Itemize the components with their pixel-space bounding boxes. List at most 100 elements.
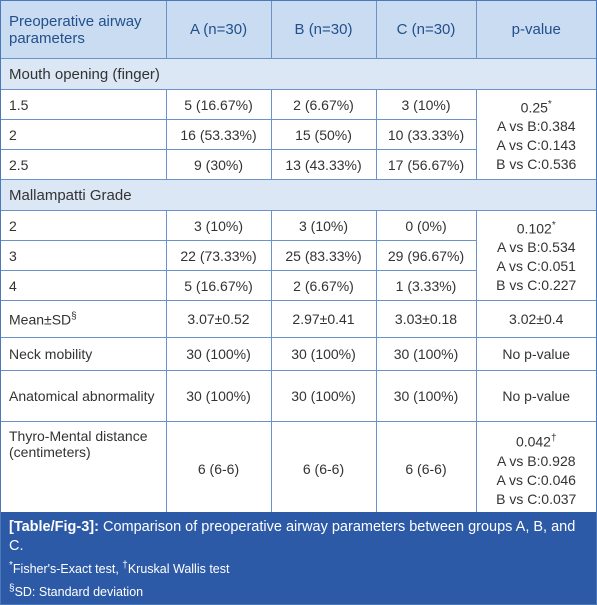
data-cell: 30 (100%) bbox=[270, 370, 377, 422]
p-comparison: B vs C:0.536 bbox=[496, 156, 577, 173]
data-cell: 3 (10%) bbox=[270, 210, 377, 241]
p-value-cell: 0.25* A vs B:0.384 A vs C:0.143 B vs C:0.53… bbox=[475, 89, 596, 180]
p-value-cell: No p-value bbox=[475, 337, 596, 371]
footnote-mark: † bbox=[550, 433, 557, 445]
label-text: Anatomical abnormality bbox=[9, 388, 155, 404]
p-comparison: A vs C:0.143 bbox=[496, 137, 576, 154]
p-comparison: A vs B:0.534 bbox=[496, 239, 576, 256]
data-cell: 10 (33.33%) bbox=[375, 119, 476, 150]
row-label: 2 bbox=[1, 210, 167, 241]
data-cell: 13 (43.33%) bbox=[270, 149, 377, 180]
caption-text: [Table/Fig-3]: Comparison of preoperativ… bbox=[9, 518, 588, 556]
section-row: Mallampatti Grade bbox=[1, 179, 596, 211]
p-comparison: B vs C:0.227 bbox=[496, 277, 577, 294]
data-cell: 9 (30%) bbox=[165, 149, 272, 180]
data-cell: 17 (56.67%) bbox=[375, 149, 476, 180]
p-comparison: A vs C:0.046 bbox=[496, 471, 576, 488]
row-label: 4 bbox=[1, 270, 167, 301]
row-label: 1.5 bbox=[1, 89, 167, 120]
p-value: 0.042 bbox=[515, 433, 551, 450]
label-text: Thyro-Mental distance (centimeters) bbox=[9, 428, 148, 460]
data-cell: 2 (6.67%) bbox=[270, 89, 377, 120]
p-comparison: A vs C:0.051 bbox=[496, 258, 576, 275]
p-value: 0.102 bbox=[516, 220, 552, 237]
data-cell: 30 (100%) bbox=[165, 337, 272, 371]
data-cell: 30 (100%) bbox=[270, 337, 377, 371]
header-cell: C (n=30) bbox=[375, 1, 477, 59]
data-cell: 6 (6-6) bbox=[165, 421, 272, 517]
footnote-mark: * bbox=[551, 219, 556, 231]
data-cell: 30 (100%) bbox=[165, 370, 272, 422]
footnote: *Fisher's-Exact test, †Kruskal Wallis te… bbox=[9, 556, 588, 579]
data-table: Preoperative airway parameters A (n=30) B … bbox=[1, 1, 596, 517]
row-label: 3 bbox=[1, 240, 167, 271]
p-value-cell: 0.102* A vs B:0.534 A vs C:0.051 B vs C:0.2… bbox=[475, 210, 596, 301]
footnote-mark: § bbox=[9, 583, 15, 595]
data-cell: 5 (16.67%) bbox=[165, 89, 272, 120]
data-cell: 3 (10%) bbox=[375, 89, 477, 120]
data-cell: 22 (73.33%) bbox=[165, 240, 272, 271]
data-cell: 30 (100%) bbox=[375, 370, 477, 422]
data-cell: 1 (3.33%) bbox=[375, 270, 476, 301]
p-value-cell: No p-value bbox=[475, 370, 596, 422]
footnote-mark: * bbox=[547, 98, 552, 110]
p-comparison: A vs B:0.384 bbox=[496, 118, 576, 135]
data-cell: 6 (6-6) bbox=[375, 421, 477, 517]
data-cell: 2 (6.67%) bbox=[270, 270, 377, 301]
caption: [Table/Fig-3]: Comparison of preoperativ… bbox=[1, 512, 596, 604]
header-cell: B (n=30) bbox=[270, 1, 377, 59]
data-cell: 3.07±0.52 bbox=[165, 300, 272, 338]
row-label: Thyro-Mental distance (centimeters) bbox=[1, 421, 167, 517]
header-cell: A (n=30) bbox=[165, 1, 272, 59]
data-cell: 25 (83.33%) bbox=[270, 240, 377, 271]
section-row: Mouth opening (finger) bbox=[1, 58, 596, 90]
footnote-mark: † bbox=[122, 560, 128, 571]
footnote-mark: * bbox=[9, 560, 13, 571]
p-comparison: B vs C:0.037 bbox=[496, 490, 577, 507]
label-text: Neck mobility bbox=[9, 346, 93, 362]
data-cell: 30 (100%) bbox=[375, 337, 477, 371]
p-value: 0.25 bbox=[520, 99, 548, 116]
data-cell: 5 (16.67%) bbox=[165, 270, 272, 301]
row-label: 2.5 bbox=[1, 149, 167, 180]
data-row: Thyro-Mental distance (centimeters) 6 (6-… bbox=[1, 421, 596, 517]
row-label: Mean±SD§ bbox=[1, 300, 167, 338]
data-cell: 0 (0%) bbox=[375, 210, 477, 241]
data-cell: 29 (96.67%) bbox=[375, 240, 476, 271]
section-title: Mouth opening (finger) bbox=[1, 58, 596, 90]
footnote-text: Fisher's-Exact test, bbox=[12, 562, 123, 577]
row-label: Anatomical abnormality bbox=[1, 370, 167, 422]
data-row: Mean±SD§ 3.07±0.52 2.97±0.41 3.03±0.18 3.02±… bbox=[1, 300, 596, 338]
p-value-cell: 0.042† A vs B:0.928 A vs C:0.046 B vs C:0.0… bbox=[475, 421, 596, 517]
footnote-text: SD: Standard deviation bbox=[14, 585, 144, 600]
footnote-mark: § bbox=[71, 310, 77, 322]
data-row: 1.5 5 (16.67%) 2 (6.67%) 3 (10%) 0.25* A vs B… bbox=[1, 89, 596, 180]
data-cell: 6 (6-6) bbox=[270, 421, 377, 517]
footnote: §SD: Standard deviation bbox=[9, 579, 588, 602]
p-value-main: 0.25* bbox=[485, 95, 589, 118]
p-value-main: 0.102* bbox=[485, 216, 589, 239]
footnote-text: Kruskal Wallis test bbox=[127, 562, 230, 577]
row-label: 2 bbox=[1, 119, 167, 150]
data-cell: 3 (10%) bbox=[165, 210, 272, 241]
header-cell: p-value bbox=[475, 1, 596, 59]
row-label: Neck mobility bbox=[1, 337, 167, 371]
p-value-cell: 3.02±0.4 bbox=[475, 300, 596, 338]
p-value-main: 0.042† bbox=[485, 429, 589, 452]
data-cell: 2.97±0.41 bbox=[270, 300, 377, 338]
p-comparison: A vs B:0.928 bbox=[496, 452, 576, 469]
data-cell: 3.03±0.18 bbox=[375, 300, 477, 338]
label-text: Mean±SD bbox=[9, 311, 72, 328]
caption-body: Comparison of preoperative airway parame… bbox=[9, 519, 576, 554]
data-row: Neck mobility 30 (100%) 30 (100%) 30 (100%)… bbox=[1, 337, 596, 371]
data-cell: 16 (53.33%) bbox=[165, 119, 272, 150]
header-row: Preoperative airway parameters A (n=30) B … bbox=[1, 1, 596, 59]
data-cell: 15 (50%) bbox=[270, 119, 377, 150]
caption-label: [Table/Fig-3]: bbox=[9, 519, 99, 535]
header-cell: Preoperative airway parameters bbox=[1, 1, 167, 59]
table-body: Preoperative airway parameters A (n=30) B … bbox=[1, 1, 596, 517]
data-row: Anatomical abnormality 30 (100%) 30 (100%)… bbox=[1, 370, 596, 422]
section-title: Mallampatti Grade bbox=[1, 179, 596, 211]
